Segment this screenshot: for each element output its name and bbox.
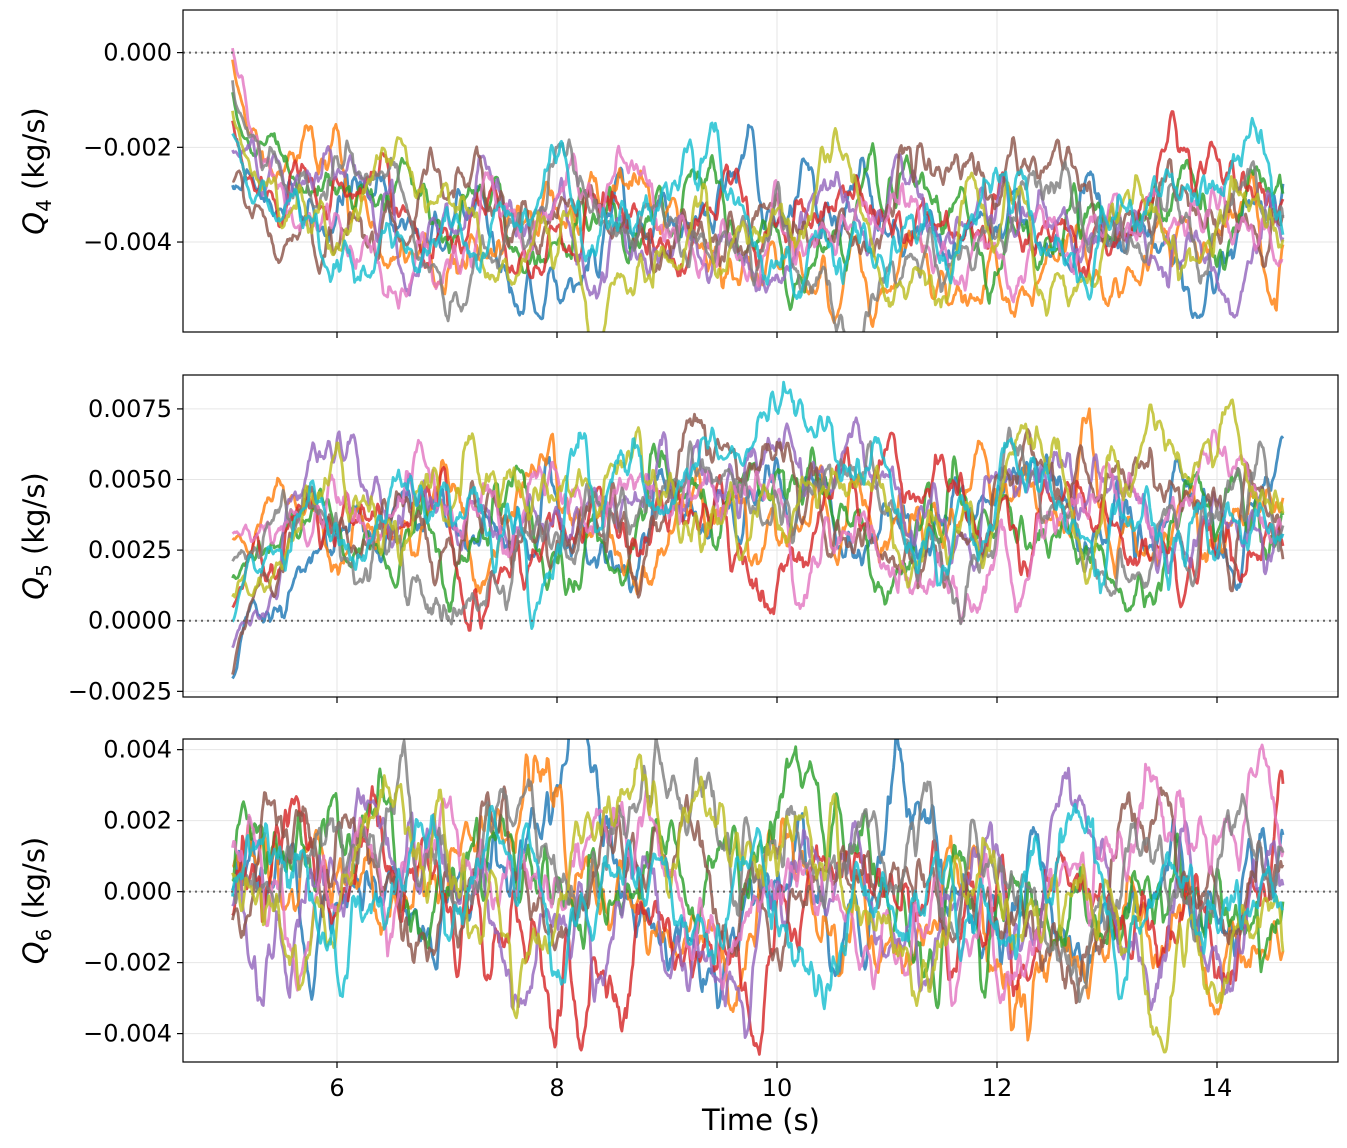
x-tick-label: 14 [1202,1074,1233,1102]
y-tick-label: 0.004 [103,736,172,764]
y-tick-label: 0.0000 [88,607,172,635]
series-group [231,47,1285,332]
y-tick-label: 0.000 [103,878,172,906]
x-tick-label: 8 [549,1074,564,1102]
series-group [231,739,1285,1056]
x-tick-label: 12 [982,1074,1013,1102]
axes-frame [182,374,1339,698]
panel-q5: 0.0075 0.0050 0.0025 0.0000 −0.0025 Q5 (kg/s) [17,374,1339,705]
y-tick-label: −0.002 [83,133,172,161]
axes-frame [182,9,1339,333]
series-line-10 [231,380,1285,630]
x-tick-label: 10 [762,1074,793,1102]
series-group [231,380,1285,680]
y-tick-label: 0.0050 [88,466,172,494]
y-tick-label: −0.004 [83,228,172,256]
y-tick-label: 0.002 [103,807,172,835]
series-line-10 [231,803,1285,1011]
series-line-8 [231,80,1285,332]
y-tick-label: 0.0075 [88,395,172,423]
series-line-5 [231,766,1285,1039]
y-axis-label: Q6 (kg/s) [17,837,56,965]
y-tick-label: 0.000 [103,39,172,67]
y-tick-label: −0.002 [83,949,172,977]
y-axis-label: Q4 (kg/s) [17,107,56,235]
series-line-7 [231,743,1285,1007]
series-line-9 [231,398,1285,599]
series-line-4 [231,431,1285,632]
y-tick-label: −0.0025 [68,677,172,705]
series-line-9 [231,753,1285,1054]
x-axis-label: Time (s) [701,1103,820,1137]
y-tick-label: 0.0025 [88,536,172,564]
axes-frame [182,738,1339,1063]
y-axis-label: Q5 (kg/s) [17,472,56,600]
series-line-10 [231,116,1285,301]
panel-q4: 0.000 −0.002 −0.004 Q4 (kg/s) [17,9,1339,338]
series-line-3 [231,745,1285,1010]
y-tick-label: −0.004 [83,1020,172,1048]
series-line-6 [231,412,1285,675]
panel-q6: 6 8 10 12 14 0.004 0.002 0.000 −0.002 −0.004 Q6 (k… [17,736,1339,1102]
x-tick-label: 6 [329,1074,344,1102]
series-line-7 [231,47,1284,310]
